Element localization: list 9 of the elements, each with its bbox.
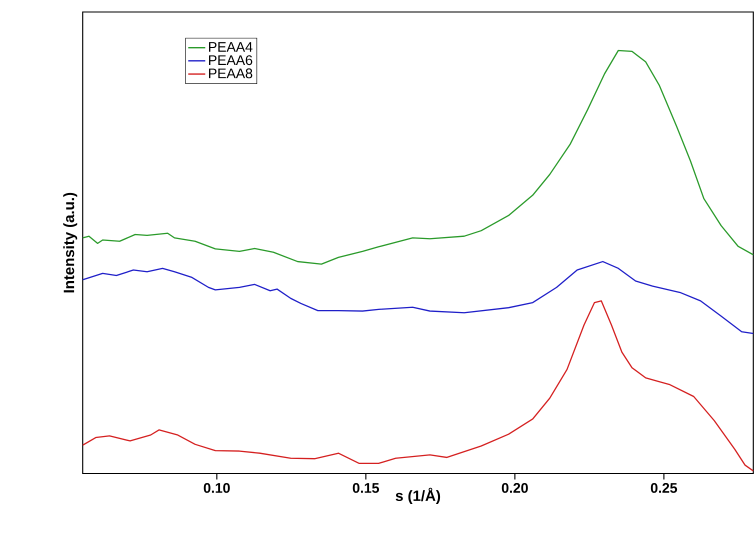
x-tick-label: 0.20 bbox=[502, 483, 528, 493]
x-tick-label: 0.25 bbox=[650, 483, 678, 493]
x-tick-label: 0.10 bbox=[204, 483, 230, 493]
x-tick-label: 0.15 bbox=[352, 483, 380, 493]
x-axis-title: s (1/Å) bbox=[396, 488, 440, 504]
y-axis-title: Intensity (a.u.) bbox=[63, 192, 78, 292]
legend-label: PEAA4 bbox=[209, 42, 252, 52]
legend-label: PEAA6 bbox=[209, 55, 252, 66]
legend-label: PEAA8 bbox=[209, 68, 252, 78]
